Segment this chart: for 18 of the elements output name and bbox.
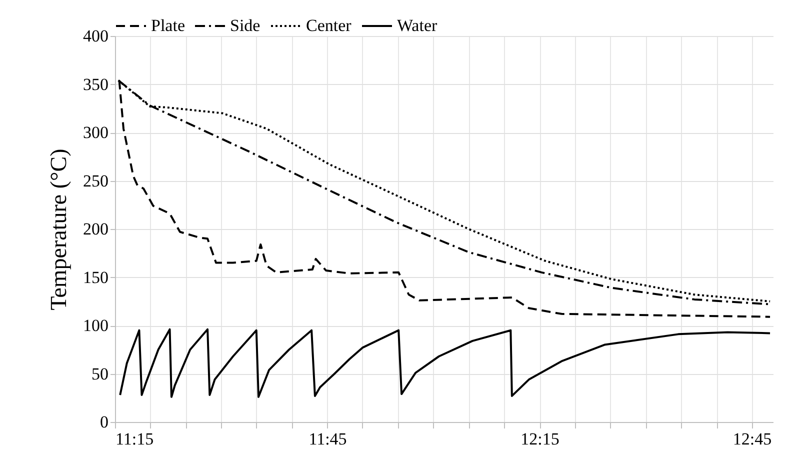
y-tick-label: 50 [92,364,108,384]
legend-label: Center [306,16,352,35]
y-tick-label: 200 [83,220,108,238]
y-tick-label: 100 [83,316,108,335]
legend-label: Side [230,16,260,35]
x-tick-label: 12:45 [732,430,772,448]
y-tick-label: 150 [83,268,108,287]
legend-label: Plate [151,16,185,35]
x-tick-label: 12:15 [520,430,560,448]
y-tick-label: 400 [83,26,108,46]
x-tick-label: 11:15 [116,430,154,448]
y-tick-label: 0 [100,412,108,432]
y-tick-label: 350 [83,74,108,94]
y-tick-label: 250 [83,171,108,190]
x-tick-label: 11:45 [308,430,347,448]
y-tick-label: 300 [83,123,108,142]
y-axis-title: Temperature (°C) [46,148,71,310]
legend-label: Water [397,16,438,35]
